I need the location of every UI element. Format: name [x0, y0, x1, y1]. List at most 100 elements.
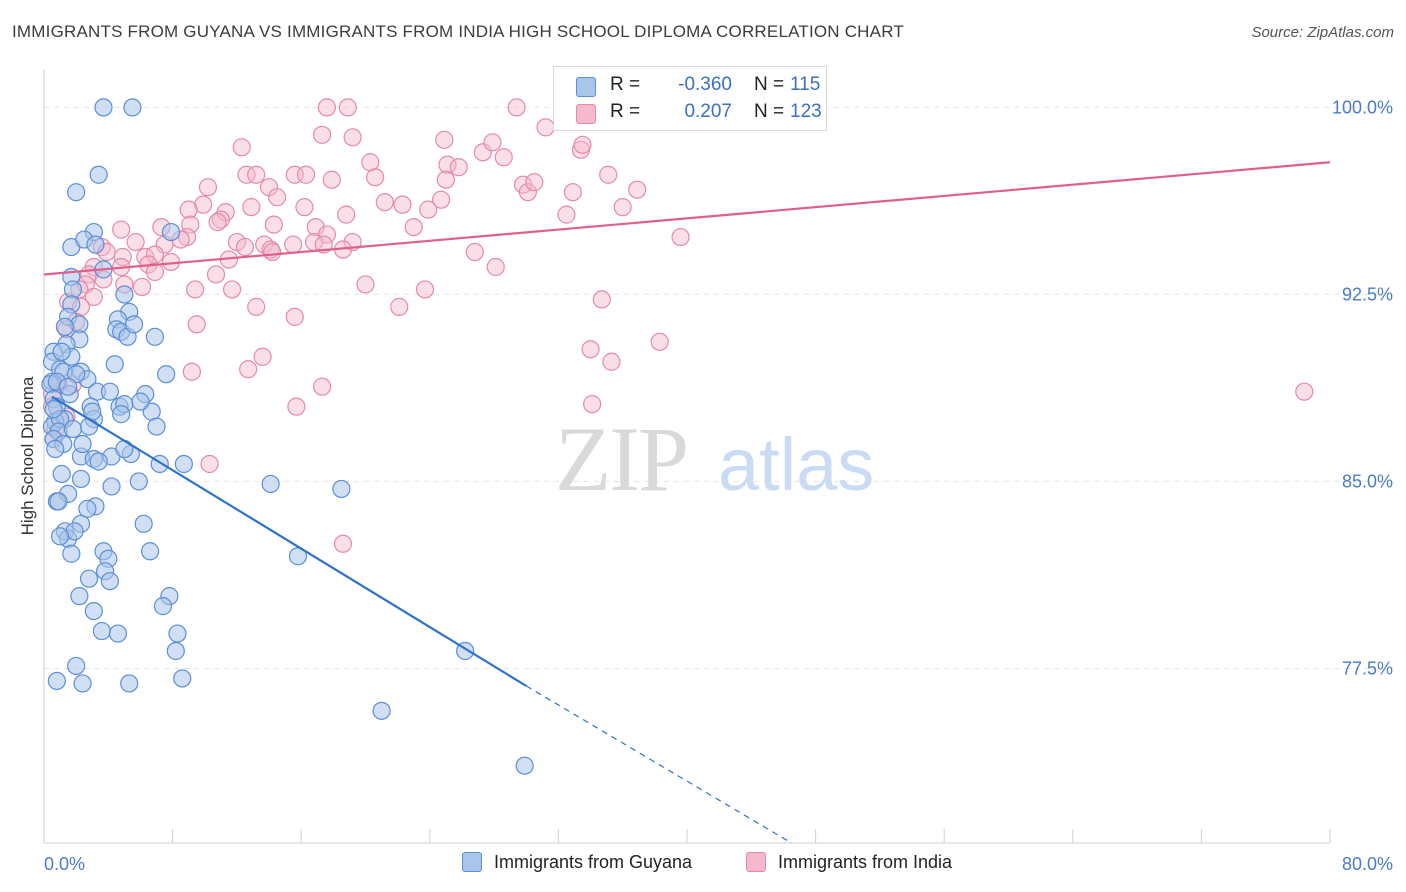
guyana-point	[515, 756, 534, 775]
india-point	[198, 178, 218, 197]
india-point	[182, 362, 201, 381]
india-point	[187, 315, 206, 334]
guyana-point	[129, 472, 148, 491]
india-point	[264, 215, 283, 234]
india-point	[573, 135, 592, 154]
guyana-point	[70, 587, 89, 606]
india-point	[247, 165, 266, 184]
guyana-point	[168, 624, 187, 643]
india-point	[112, 220, 131, 239]
n-label: N =	[754, 74, 785, 95]
guyana-point	[50, 527, 70, 546]
india-point	[436, 170, 455, 189]
india-point	[333, 534, 353, 553]
india-swatch	[746, 852, 766, 872]
india-point	[431, 190, 451, 209]
guyana-point	[73, 674, 92, 693]
guyana-point	[89, 452, 108, 471]
india-point	[356, 275, 375, 294]
india-point	[557, 205, 576, 224]
n-value: 123	[790, 101, 822, 122]
india-point	[1295, 382, 1314, 401]
india-point	[242, 198, 261, 217]
india-point	[438, 155, 457, 174]
guyana-point	[108, 624, 128, 643]
india-point	[284, 235, 303, 254]
guyana-point	[71, 469, 91, 489]
guyana-swatch	[576, 77, 596, 97]
india-point	[237, 165, 256, 184]
watermark-atlas: atlas	[718, 423, 874, 506]
india-point	[650, 332, 669, 351]
guyana-point	[63, 280, 83, 299]
guyana-trend-extension	[525, 685, 792, 844]
india-swatch	[576, 104, 596, 124]
guyana-point	[174, 454, 193, 474]
india-point	[337, 205, 356, 224]
india-point	[602, 352, 621, 371]
legend-item-guyana: Immigrants from Guyana	[462, 852, 692, 873]
guyana-point	[115, 439, 134, 459]
y-axis-label: High School Diploma	[18, 376, 37, 535]
guyana-point	[73, 434, 92, 454]
india-point	[473, 143, 492, 162]
india-point	[247, 297, 266, 316]
india-point	[507, 98, 526, 117]
y-tick-label: 85.0%	[1342, 471, 1393, 491]
india-point	[267, 188, 287, 207]
india-point	[583, 395, 602, 414]
r-label: R =	[610, 101, 641, 122]
india-point	[419, 200, 438, 219]
india-point	[206, 265, 226, 284]
india-point	[296, 165, 316, 184]
india-point	[194, 195, 213, 214]
india-trend-line	[43, 161, 1331, 276]
guyana-point	[131, 392, 150, 411]
chart-title: IMMIGRANTS FROM GUYANA VS IMMIGRANTS FRO…	[12, 22, 904, 41]
guyana-point	[332, 479, 351, 499]
india-point	[322, 170, 341, 189]
india-point	[312, 125, 332, 144]
r-value: -0.360	[678, 74, 732, 95]
india-point	[563, 183, 582, 202]
guyana-point	[157, 365, 176, 384]
source-label: Source: ZipAtlas.com	[1251, 24, 1394, 41]
india-point	[317, 98, 337, 117]
guyana-point	[94, 98, 113, 117]
guyana-point	[100, 572, 120, 591]
n-label: N =	[754, 101, 785, 122]
guyana-point	[112, 405, 131, 424]
india-point	[222, 280, 242, 299]
series-legend: Immigrants from Guyana Immigrants from I…	[0, 852, 1406, 878]
india-point	[132, 277, 152, 297]
trend-lines	[43, 161, 1331, 844]
axes	[43, 70, 1331, 844]
guyana-point	[84, 601, 103, 621]
guyana-point	[92, 621, 111, 641]
india-point	[338, 98, 357, 117]
india-point	[435, 130, 454, 149]
guyana-point	[63, 419, 83, 439]
guyana-point	[153, 597, 173, 616]
guyana-point	[105, 355, 124, 374]
india-point	[295, 198, 314, 217]
y-tick-label: 77.5%	[1342, 658, 1393, 678]
india-point	[232, 138, 251, 157]
guyana-point	[261, 474, 280, 494]
guyana-point	[147, 417, 166, 436]
guyana-point	[120, 674, 139, 693]
india-point	[235, 237, 255, 257]
series-guyana-points	[41, 98, 534, 775]
india-point	[465, 242, 484, 262]
x-tick-label: 80.0%	[1342, 854, 1393, 874]
guyana-point	[145, 327, 165, 346]
guyana-point	[89, 165, 108, 184]
india-point	[393, 195, 412, 214]
india-point	[200, 454, 219, 474]
y-tick-label: 92.5%	[1342, 284, 1393, 304]
legend-label-guyana: Immigrants from Guyana	[494, 852, 693, 872]
gridlines	[44, 106, 1375, 669]
india-point	[211, 210, 230, 229]
guyana-point	[52, 464, 71, 484]
